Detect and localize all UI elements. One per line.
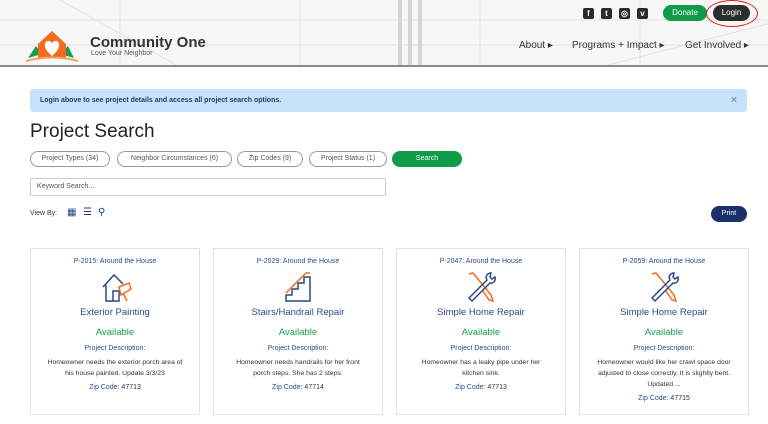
tools-icon [397,269,565,305]
login-highlight-circle [706,0,758,27]
zip-value: 47715 [670,395,690,402]
project-description: Homeowner has a leaky pipe under her kit… [421,359,541,377]
login-alert: Login above to see project details and a… [30,89,747,112]
filter-zip-codes[interactable]: Zip Codes (9) [237,151,303,167]
stairs-icon [214,269,382,305]
project-type: Simple Home Repair [437,307,525,318]
project-card[interactable]: P-2015: Around the House Exterior Painti… [30,248,200,415]
filter-project-status[interactable]: Project Status (1) [309,151,387,167]
zip-label: Zip Code: [455,384,486,391]
zip-code: Zip Code: 47713 [397,384,565,391]
description-label: Project Description: [633,345,695,352]
project-id[interactable]: P-2059: Around the House [622,258,706,265]
zip-code: Zip Code: 47715 [580,395,748,402]
list-view-icon[interactable]: ☰ [83,207,92,218]
status-badge: Available [461,327,501,338]
zip-label: Zip Code: [89,384,120,391]
project-type: Simple Home Repair [620,307,708,318]
status-badge: Available [644,327,684,338]
instagram-icon[interactable]: ◎ [619,8,630,19]
site-header: Community One Love Your Neighbor f t ◎ v… [0,0,768,67]
project-id[interactable]: P-2047: Around the House [439,258,523,265]
zip-label: Zip Code: [638,395,669,402]
description-label: Project Description: [450,345,512,352]
zip-value: 47713 [121,384,141,391]
alert-text: Login above to see project details and a… [40,97,282,104]
donate-button[interactable]: Donate [663,5,707,21]
keyword-search-input[interactable]: Keyword Search... [30,178,386,196]
project-description: Homeowner would like her crawl space doo… [597,359,731,388]
zip-value: 47713 [487,384,507,391]
project-card[interactable]: P-2029: Around the House Stairs/Handrail… [213,248,383,415]
project-card[interactable]: P-2047: Around the House Simple Home Rep… [396,248,566,415]
status-badge: Available [278,327,318,338]
nav-about[interactable]: About ▸ [519,40,553,51]
nav-programs-impact[interactable]: Programs + Impact ▸ [572,40,665,51]
zip-code: Zip Code: 47714 [214,384,382,391]
project-type: Stairs/Handrail Repair [251,307,345,318]
zip-label: Zip Code: [272,384,303,391]
project-id[interactable]: P-2015: Around the House [73,258,157,265]
filter-neighbor-circumstances[interactable]: Neighbor Circumstances (6) [117,151,232,167]
brand-name[interactable]: Community One [90,34,206,51]
zip-code: Zip Code: 47713 [31,384,199,391]
project-id[interactable]: P-2029: Around the House [256,258,340,265]
description-label: Project Description: [267,345,329,352]
view-by-label: View By: [30,210,58,217]
description-label: Project Description: [84,345,146,352]
map-background [0,0,768,65]
facebook-icon[interactable]: f [583,8,594,19]
nav-get-involved[interactable]: Get Involved ▸ [685,40,749,51]
zip-value: 47714 [304,384,324,391]
house-paint-icon [31,269,199,305]
map-pin-icon[interactable]: ⚲ [98,207,106,218]
close-icon[interactable]: × [731,95,737,106]
project-card[interactable]: P-2059: Around the House Simple Home Rep… [579,248,749,415]
vimeo-icon[interactable]: v [637,8,648,19]
tools-icon [580,269,748,305]
search-button[interactable]: Search [392,151,462,167]
grid-view-icon[interactable]: ▦ [67,207,77,218]
project-type: Exterior Painting [80,307,150,318]
print-button[interactable]: Print [711,206,747,222]
project-description: Homeowner needs the exterior porch area … [47,359,183,377]
filter-project-types[interactable]: Project Types (34) [30,151,110,167]
brand-tagline: Love Your Neighbor [91,50,153,57]
page-title: Project Search [30,121,155,142]
project-description: Homeowner needs handrails for her front … [236,359,360,377]
community-one-logo[interactable] [24,28,80,64]
twitter-icon[interactable]: t [601,8,612,19]
status-badge: Available [95,327,135,338]
